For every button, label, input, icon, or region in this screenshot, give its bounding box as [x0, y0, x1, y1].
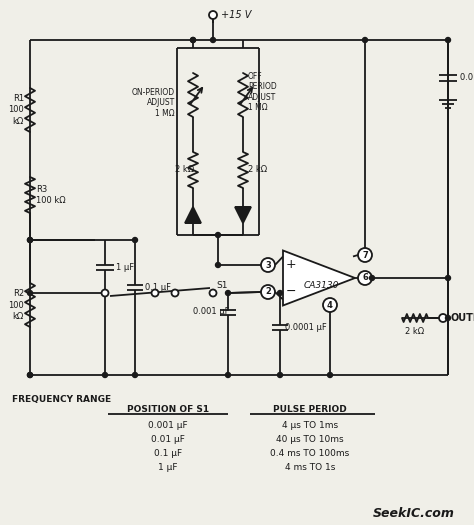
Circle shape: [191, 37, 195, 43]
Text: 4: 4: [327, 300, 333, 310]
Circle shape: [277, 290, 283, 296]
Circle shape: [27, 237, 33, 243]
Text: PULSE PERIOD: PULSE PERIOD: [273, 405, 347, 415]
Circle shape: [261, 258, 275, 272]
Polygon shape: [283, 250, 355, 306]
Circle shape: [261, 285, 275, 299]
Text: SeekIC.com: SeekIC.com: [373, 507, 455, 520]
Text: 2: 2: [265, 288, 271, 297]
Circle shape: [101, 289, 109, 297]
Circle shape: [363, 37, 367, 43]
Circle shape: [446, 37, 450, 43]
Circle shape: [358, 271, 372, 285]
Circle shape: [323, 298, 337, 312]
Text: 2 kΩ: 2 kΩ: [248, 165, 267, 174]
Circle shape: [133, 237, 137, 243]
Circle shape: [328, 373, 332, 377]
Circle shape: [27, 373, 33, 377]
Text: 0.4 ms TO 100ms: 0.4 ms TO 100ms: [270, 448, 350, 457]
Text: 2 kΩ: 2 kΩ: [405, 328, 425, 337]
Circle shape: [216, 262, 220, 268]
Text: +: +: [286, 258, 296, 271]
Text: 0.01 μF: 0.01 μF: [151, 435, 185, 444]
Circle shape: [27, 237, 33, 243]
Polygon shape: [235, 207, 251, 223]
Circle shape: [216, 233, 220, 237]
Circle shape: [439, 314, 447, 322]
Circle shape: [446, 276, 450, 280]
Text: 7: 7: [362, 250, 368, 259]
Circle shape: [27, 290, 33, 296]
Text: 1 μF: 1 μF: [116, 262, 134, 271]
Circle shape: [446, 316, 450, 320]
Circle shape: [191, 37, 195, 43]
Text: 40 μs TO 10ms: 40 μs TO 10ms: [276, 435, 344, 444]
Text: OFF
PERIOD
ADJUST
1 MΩ: OFF PERIOD ADJUST 1 MΩ: [248, 72, 277, 112]
Text: 0.01 μF: 0.01 μF: [460, 74, 474, 82]
Text: 0.001 μF: 0.001 μF: [148, 421, 188, 429]
Circle shape: [210, 37, 216, 43]
Text: FREQUENCY RANGE: FREQUENCY RANGE: [12, 395, 111, 404]
Text: ON-PERIOD
ADJUST
1 MΩ: ON-PERIOD ADJUST 1 MΩ: [132, 88, 175, 118]
Text: +15 V: +15 V: [221, 10, 251, 20]
Text: 0.1 μF: 0.1 μF: [145, 282, 171, 291]
Text: S1: S1: [216, 280, 228, 289]
Circle shape: [226, 373, 230, 377]
Circle shape: [277, 373, 283, 377]
Text: OUTPUT: OUTPUT: [451, 313, 474, 323]
Text: −: −: [286, 285, 296, 298]
Circle shape: [226, 290, 230, 296]
Text: R1
100
kΩ: R1 100 kΩ: [8, 94, 24, 125]
Text: 3: 3: [265, 260, 271, 269]
Text: 4 ms TO 1s: 4 ms TO 1s: [285, 463, 335, 471]
Circle shape: [172, 289, 179, 297]
Circle shape: [152, 289, 158, 297]
Text: 6: 6: [362, 274, 368, 282]
Circle shape: [210, 289, 217, 297]
Circle shape: [370, 276, 374, 280]
Circle shape: [358, 248, 372, 262]
Text: 2 kΩ: 2 kΩ: [175, 165, 194, 174]
Text: 4 μs TO 1ms: 4 μs TO 1ms: [282, 421, 338, 429]
Text: 0.0001 μF: 0.0001 μF: [285, 322, 327, 331]
Text: R2
100
kΩ: R2 100 kΩ: [8, 289, 24, 321]
Text: 0.1 μF: 0.1 μF: [154, 448, 182, 457]
Text: POSITION OF S1: POSITION OF S1: [127, 405, 209, 415]
Text: 1 μF: 1 μF: [158, 463, 178, 471]
Text: 0.001 μF: 0.001 μF: [193, 308, 229, 317]
Text: R3
100 kΩ: R3 100 kΩ: [36, 185, 65, 205]
Circle shape: [102, 373, 108, 377]
Polygon shape: [185, 207, 201, 223]
Text: CA3130: CA3130: [303, 281, 339, 290]
Circle shape: [133, 373, 137, 377]
Circle shape: [27, 373, 33, 377]
Circle shape: [209, 11, 217, 19]
